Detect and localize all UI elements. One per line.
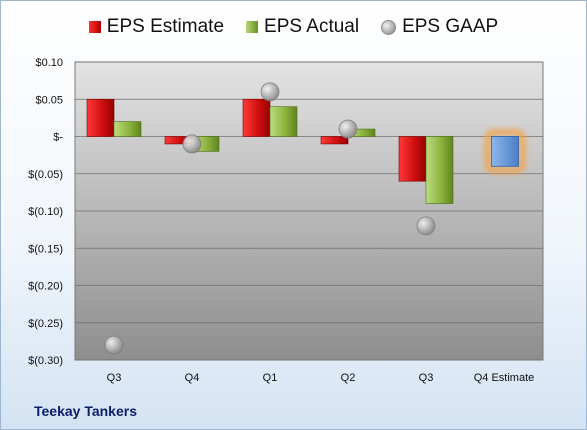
gaap-markers	[104, 82, 436, 355]
x-tick-label: Q2	[341, 372, 356, 384]
legend-item-gaap: EPS GAAP	[381, 16, 498, 38]
eps-gaap-marker	[260, 82, 280, 102]
legend-swatch-estimate	[88, 21, 101, 33]
eps-gaap-marker	[104, 335, 124, 355]
x-tick-label: Q4 Estimate	[474, 372, 535, 384]
x-tick-label: Q3	[419, 372, 434, 384]
legend-item-actual: EPS Actual	[246, 16, 359, 38]
x-tick-label: Q3	[107, 372, 122, 384]
y-tick-label: $(0.25)	[28, 318, 63, 330]
y-tick-label: $(0.15)	[28, 243, 63, 255]
eps-gaap-marker	[182, 134, 202, 154]
bar-eps-estimate	[398, 136, 427, 182]
company-name: Teekay Tankers	[34, 403, 137, 419]
gridlines	[75, 61, 543, 361]
y-tick-label: $-	[53, 132, 63, 144]
x-axis: Q3 Q4 Q1 Q2 Q3 Q4 Estimate	[107, 372, 535, 384]
legend-label-estimate: EPS Estimate	[106, 16, 225, 37]
y-tick-label: $(0.20)	[28, 281, 63, 293]
y-tick-label: $0.10	[35, 57, 63, 69]
bar-q4-estimate	[491, 136, 519, 167]
legend-label-gaap: EPS GAAP	[402, 16, 499, 37]
legend-swatch-gaap	[381, 19, 397, 35]
bar-eps-actual	[269, 106, 298, 137]
legend: EPS Estimate EPS Actual EPS GAAP	[0, 16, 587, 38]
bar-eps-actual	[113, 121, 142, 137]
highlight-glow	[484, 129, 526, 174]
legend-label-actual: EPS Actual	[264, 16, 360, 37]
y-axis: $0.10 $0.05 $- $(0.05) $(0.10) $(0.15) $(0.20)…	[28, 57, 63, 367]
y-tick-label: $(0.05)	[28, 169, 63, 181]
y-tick-label: $(0.30)	[28, 355, 63, 367]
legend-swatch-actual	[246, 21, 259, 33]
bars	[86, 98, 526, 204]
bar-eps-estimate	[320, 136, 349, 145]
x-tick-label: Q1	[263, 372, 278, 384]
eps-gaap-marker	[338, 119, 358, 139]
bar-eps-actual	[425, 136, 454, 204]
y-tick-label: $(0.10)	[28, 206, 63, 218]
bar-eps-estimate	[242, 98, 271, 137]
bar-eps-estimate	[86, 98, 115, 137]
y-tick-label: $0.05	[35, 94, 63, 106]
eps-gaap-marker	[416, 216, 436, 236]
legend-item-estimate: EPS Estimate	[88, 16, 225, 38]
x-tick-label: Q4	[185, 372, 200, 384]
